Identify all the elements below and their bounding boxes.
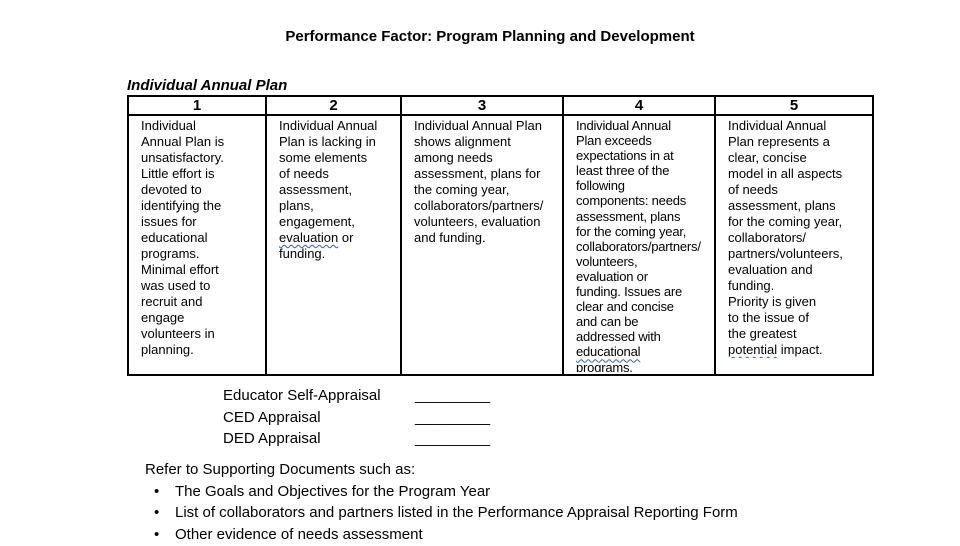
list-item-text: List of collaborators and partners liste… [175,504,738,522]
list-item: • The Goals and Objectives for the Progr… [145,481,738,503]
supporting-documents-section: Refer to Supporting Documents such as: •… [145,459,738,546]
score-header-1: 1 [127,95,267,116]
appraisal-label: DED Appraisal [223,430,321,447]
appraisal-blank-line: _________ [415,430,491,447]
list-item: • List of collaborators and partners lis… [145,502,738,524]
bullet-icon: • [154,526,160,544]
bullet-icon: • [154,482,160,500]
score-header-3: 3 [400,95,564,116]
rubric-body-row: Individual Annual Plan is unsatisfactory… [127,114,874,376]
list-item-text: The Goals and Objectives for the Program… [175,482,491,500]
rubric-cell-5: Individual Annual Plan represents a clea… [714,114,874,376]
appraisal-row-ded: DED Appraisal _________ [223,428,490,450]
appraisal-label: Educator Self-Appraisal [223,387,381,404]
appraisal-blank-line: _________ [415,387,491,404]
rubric-cell-text-2: Individual Annual Plan is lacking in som… [279,118,378,261]
rubric-cell-3: Individual Annual Plan shows alignment a… [400,114,564,376]
rubric-header-row: 1 2 3 4 5 [127,95,874,116]
score-header-2: 2 [265,95,402,116]
list-item: • Other evidence of needs assessment [145,524,738,546]
appraisal-label: CED Appraisal [223,408,321,426]
appraisal-row-educator: Educator Self-Appraisal _________ [223,385,490,407]
score-header-4: 4 [562,95,716,116]
rubric-cell-2: Individual Annual Plan is lacking in som… [265,114,402,376]
page-title: Performance Factor: Program Planning and… [285,28,695,45]
rubric-cell-1: Individual Annual Plan is unsatisfactory… [127,114,267,376]
rubric-heading: Individual Annual Plan [127,77,288,94]
rubric-cell-text-4: Individual Annual Plan exceeds expectati… [576,118,701,372]
appraisal-section: Educator Self-Appraisal _________ CED Ap… [223,385,490,450]
rubric-table: 1 2 3 4 5 Individual Annual Plan is unsa… [127,95,874,376]
rubric-cell-text-3: Individual Annual Plan shows alignment a… [414,118,544,245]
bullet-icon: • [154,504,160,522]
appraisal-blank-line: _________ [415,408,491,426]
list-item-text: Other evidence of needs assessment [175,526,423,544]
score-header-5: 5 [714,95,874,116]
rubric-cell-text-1: Individual Annual Plan is unsatisfactory… [141,118,225,357]
appraisal-row-ced: CED Appraisal _________ [223,407,490,429]
rubric-cell-4: Individual Annual Plan exceeds expectati… [562,114,716,376]
supporting-intro: Refer to Supporting Documents such as: [145,461,416,478]
rubric-cell-text-5: Individual Annual Plan represents a clea… [728,118,843,357]
